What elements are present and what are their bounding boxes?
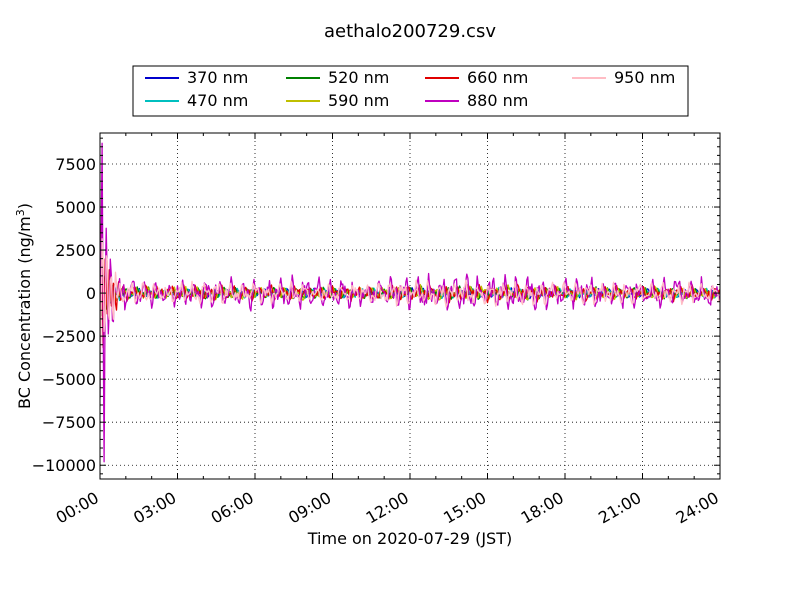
x-axis-label: Time on 2020-07-29 (JST) [307,529,512,548]
y-tick-label: −7500 [42,413,96,432]
y-tick-label: −5000 [42,370,96,389]
y-tick-label: 7500 [55,155,96,174]
legend-label: 370 nm [187,68,248,87]
legend-label: 590 nm [328,91,389,110]
legend-label: 470 nm [187,91,248,110]
series-line-950-nm [100,238,720,385]
y-tick-label: 0 [86,284,96,303]
legend-label: 880 nm [467,91,528,110]
legend-frame [132,65,689,117]
y-tick-label: −10000 [32,456,96,475]
y-axis-label: BC Concentration (ng/m3) [14,203,34,409]
legend-label: 520 nm [328,68,389,87]
legend: 370 nm 470 nm 520 nm 590 nm 660 nm 880 nm 950 … [132,65,689,117]
series-line-880-nm [100,142,720,463]
axis-ticks [99,133,721,479]
legend-label: 950 nm [614,68,675,87]
y-tick-label: 2500 [55,241,96,260]
y-tick-label: −2500 [42,327,96,346]
y-tick-label: 5000 [55,198,96,217]
legend-label: 660 nm [467,68,528,87]
chart-title: aethalo200729.csv [324,21,496,42]
